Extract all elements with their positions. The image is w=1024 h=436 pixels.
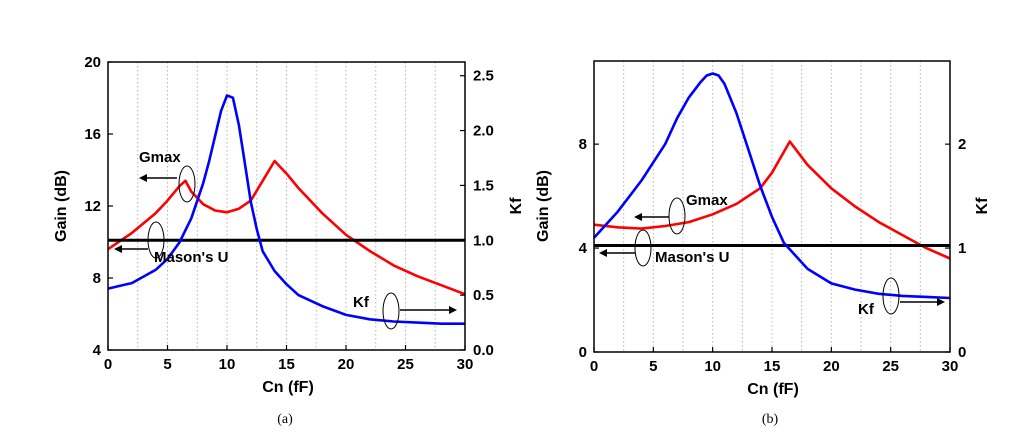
chart-b-x-tick-label: 0 (590, 358, 598, 375)
chart-a-x-tick-label: 0 (104, 356, 112, 373)
chart-b-series (593, 72, 951, 300)
chart-a-gridlines (137, 62, 436, 350)
chart-a-annotation-gmax-arrowhead (139, 174, 147, 182)
chart-b-x-tick-label: 15 (764, 358, 781, 375)
chart-a-x-tick-label: 25 (397, 356, 414, 373)
chart-b-annotation-gmax-arrowhead (634, 213, 642, 221)
chart-b-annotation-kf-ellipse (882, 277, 900, 315)
chart-a-x-axis-label: Cn (fF) (262, 379, 314, 396)
chart-a-y2-tick-label: 1.5 (473, 177, 494, 194)
chart-a-x-ticks: 0 5 10 15 20 25 30 (104, 345, 474, 373)
chart-a-annotation-kf: Kf (353, 292, 457, 330)
chart-a-annotation-kf-label: Kf (353, 294, 370, 311)
chart-b-annotation-gmax-label: Gmax (686, 192, 728, 209)
chart-a-x-tick-label: 20 (338, 356, 355, 373)
chart-b-y-tick-label: 8 (579, 136, 587, 153)
chart-b-x-tick-label: 5 (649, 358, 657, 375)
chart-a-annotation-masons-u-ellipse (147, 221, 165, 259)
chart-a-caption: (a) (277, 412, 293, 427)
chart-b-annotation-gmax-ellipse (668, 197, 686, 235)
chart-b-x-tick-label: 25 (882, 358, 899, 375)
chart-b-x-tick-label: 10 (704, 358, 721, 375)
chart-b-y-axis-label: Gain (dB) (535, 170, 552, 242)
chart-a-y2-axis-label: Kf (508, 197, 525, 215)
chart-a-y2-tick-label: 0.5 (473, 287, 494, 304)
chart-a-y2-ticks: 0.0 0.5 1.0 1.5 2.0 2.5 (460, 68, 494, 359)
chart-b-caption: (b) (762, 412, 779, 427)
chart-a-annotation-masons-u: Mason's U (114, 221, 228, 266)
chart-a-x-tick-label: 5 (163, 356, 171, 373)
chart-b-annotation-masons-u: Mason's U (599, 229, 729, 267)
chart-a-y-tick-label: 20 (84, 54, 101, 71)
chart-a-y2-tick-label: 1.0 (473, 232, 494, 249)
chart-b-x-ticks: 0 5 10 15 20 25 30 (590, 347, 959, 375)
chart-b-annotation-gmax: Gmax (634, 192, 728, 235)
chart-a-y-tick-label: 8 (93, 270, 101, 287)
chart-a-y-tick-label: 12 (84, 198, 101, 215)
chart-b-y2-tick-label: 0 (958, 344, 966, 361)
chart-a-x-tick-label: 15 (278, 356, 295, 373)
chart-a-series-kf-line (107, 94, 465, 326)
chart-a-y-axis-label: Gain (dB) (53, 170, 70, 242)
chart-a-annotation-gmax-label: Gmax (139, 149, 181, 166)
chart-b-y-tick-label: 0 (579, 344, 587, 361)
chart-b-y2-axis-label: Kf (974, 197, 991, 215)
chart-b-x-axis-label: Cn (fF) (747, 381, 799, 398)
chart-b-y2-ticks: 0 1 2 (945, 136, 966, 361)
chart-a-annotation-masons-u-arrowhead (114, 245, 122, 253)
chart-b-annotation-kf-arrowhead (937, 298, 945, 306)
chart-b-annotation-kf: Kf (858, 277, 945, 318)
chart-b-y2-tick-label: 2 (958, 136, 966, 153)
chart-a-y2-tick-label: 0.0 (473, 342, 494, 359)
chart-b: 0 5 10 15 20 25 30 0 4 8 0 1 2 Cn (fF) Gain (dB) K… (535, 60, 991, 427)
chart-a-annotation-masons-u-label: Mason's U (154, 249, 228, 266)
chart-b-x-tick-label: 30 (942, 358, 959, 375)
chart-a-y2-tick-label: 2.5 (473, 68, 494, 85)
chart-b-y2-tick-label: 1 (958, 240, 966, 257)
chart-b-annotation-masons-u-ellipse (634, 229, 652, 267)
chart-a-annotation-kf-ellipse (382, 292, 400, 330)
chart-a-y2-tick-label: 2.0 (473, 123, 494, 140)
chart-a-series (107, 94, 466, 326)
chart-b-annotation-kf-label: Kf (858, 301, 875, 318)
chart-b-annotation-masons-u-arrowhead (599, 249, 607, 257)
chart-b-y-tick-label: 4 (579, 240, 588, 257)
chart-a-annotation-gmax: Gmax (139, 149, 196, 203)
chart-a-annotation-gmax-ellipse (178, 165, 196, 203)
chart-a-x-tick-label: 10 (219, 356, 236, 373)
chart-b-x-tick-label: 20 (823, 358, 840, 375)
chart-a: 0 5 10 15 20 25 30 4 8 12 16 20 0.0 0.5 1.0 1.5 2.0 2.5… (53, 54, 525, 427)
chart-a-annotation-kf-arrowhead (449, 306, 457, 314)
chart-b-annotation-masons-u-label: Mason's U (655, 249, 729, 266)
chart-b-series-gmax-line (593, 140, 951, 260)
chart-b-series-kf-line (593, 72, 951, 300)
chart-b-gridlines (623, 61, 921, 352)
chart-a-y-ticks: 4 8 12 16 20 (84, 54, 113, 359)
chart-a-y-tick-label: 16 (84, 126, 101, 143)
chart-a-y-tick-label: 4 (93, 342, 102, 359)
chart-a-x-tick-label: 30 (457, 356, 474, 373)
chart-b-y-ticks: 0 4 8 (579, 136, 599, 361)
